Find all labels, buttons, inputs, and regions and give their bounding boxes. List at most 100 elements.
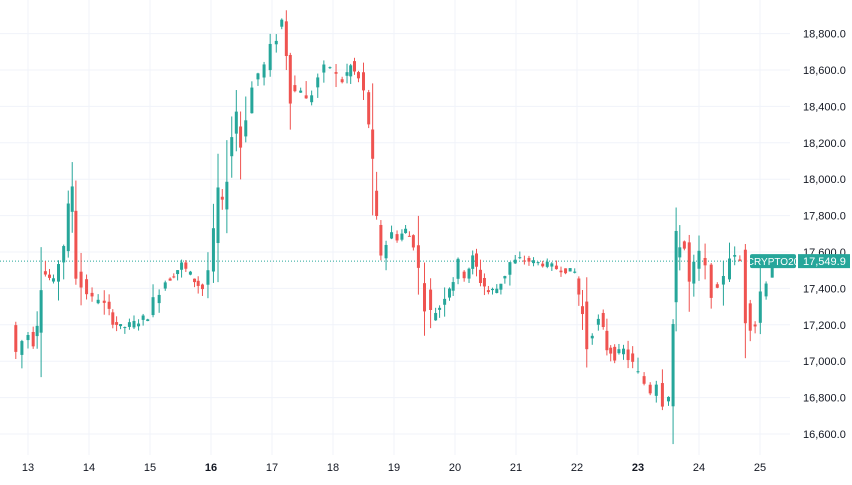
- candle: [660, 369, 664, 411]
- candle: [617, 343, 621, 355]
- y-tick-label: 17,400.0: [803, 283, 846, 295]
- candle: [554, 260, 558, 270]
- candle: [230, 116, 234, 178]
- candle-body: [577, 278, 581, 295]
- candle-body: [770, 265, 774, 278]
- candle-body: [434, 312, 438, 321]
- candle-body: [244, 120, 248, 137]
- last-price-label: 17,549.9: [803, 256, 846, 268]
- last-price-box: [798, 254, 850, 269]
- candle-body: [456, 258, 460, 279]
- candle: [211, 203, 215, 283]
- candle: [601, 309, 605, 330]
- candle-body: [462, 271, 466, 279]
- candle: [375, 171, 379, 220]
- candle-body: [322, 64, 326, 73]
- candle: [316, 73, 320, 98]
- candle-body: [163, 282, 167, 289]
- candle: [206, 252, 210, 299]
- candle: [20, 339, 24, 369]
- candle: [471, 250, 475, 275]
- candle: [733, 246, 737, 266]
- x-tick-label: 23: [632, 462, 644, 474]
- candle-body: [554, 265, 558, 270]
- candle: [274, 34, 278, 53]
- candle-body: [508, 262, 512, 275]
- x-tick-label: 24: [693, 462, 705, 474]
- candle-body: [345, 72, 349, 76]
- y-tick-label: 16,600.0: [803, 429, 846, 441]
- candle-body: [407, 235, 411, 237]
- candle: [728, 242, 731, 283]
- candle: [626, 340, 630, 369]
- candle: [310, 90, 314, 106]
- candle: [508, 261, 512, 286]
- candle-body: [356, 72, 360, 79]
- candle-body: [580, 306, 584, 315]
- candle: [703, 243, 707, 280]
- candle: [416, 215, 420, 295]
- candle: [157, 289, 161, 313]
- candle-body: [636, 371, 640, 373]
- y-tick-label: 18,400.0: [803, 101, 846, 113]
- candle: [184, 260, 188, 273]
- candle: [234, 90, 238, 152]
- candle-body: [671, 324, 675, 407]
- candle-body: [239, 126, 243, 148]
- x-tick-label: 15: [144, 462, 156, 474]
- candle-body: [234, 111, 238, 134]
- candle-body: [62, 246, 66, 263]
- candle-body: [654, 384, 658, 396]
- candle-body: [395, 234, 399, 241]
- candle: [631, 346, 635, 369]
- candle-body: [225, 181, 229, 210]
- candle-body: [66, 203, 70, 252]
- candle: [111, 309, 115, 329]
- candle-body: [715, 284, 719, 288]
- chart-grid: [0, 0, 790, 455]
- candle-body: [284, 21, 288, 57]
- candle-body: [349, 65, 353, 77]
- candle-body: [371, 129, 375, 159]
- candle: [434, 307, 438, 321]
- candle: [753, 321, 757, 334]
- candle: [456, 257, 460, 285]
- candle: [443, 287, 447, 317]
- candle-body: [115, 322, 119, 325]
- candle-body: [590, 335, 594, 339]
- candle: [362, 62, 365, 101]
- candle: [284, 10, 288, 71]
- candle: [293, 75, 297, 93]
- candle-body: [503, 276, 507, 279]
- candle-body: [102, 300, 106, 303]
- candle-body: [20, 341, 24, 355]
- candle: [448, 287, 452, 301]
- candle-body: [107, 301, 111, 309]
- candle-body: [304, 95, 308, 99]
- candle: [503, 275, 507, 284]
- candle-body: [268, 43, 272, 71]
- candle: [51, 274, 55, 284]
- candle: [411, 234, 415, 251]
- candle: [518, 251, 522, 260]
- candle: [721, 260, 725, 306]
- candle-body: [367, 92, 371, 125]
- candle: [119, 323, 123, 330]
- candle: [200, 283, 204, 296]
- candle-body: [172, 276, 176, 278]
- candle: [423, 262, 426, 336]
- candle: [31, 326, 35, 349]
- candle: [225, 140, 229, 234]
- candle-body: [35, 325, 39, 337]
- candle-body: [626, 349, 630, 361]
- candle: [400, 229, 404, 242]
- candle: [532, 257, 536, 267]
- candle: [605, 318, 609, 356]
- candle: [180, 259, 184, 278]
- candle-body: [660, 383, 664, 407]
- candle: [62, 244, 66, 280]
- candle: [85, 274, 89, 300]
- candle-body: [334, 72, 338, 74]
- candle: [568, 267, 572, 272]
- candle: [564, 268, 568, 275]
